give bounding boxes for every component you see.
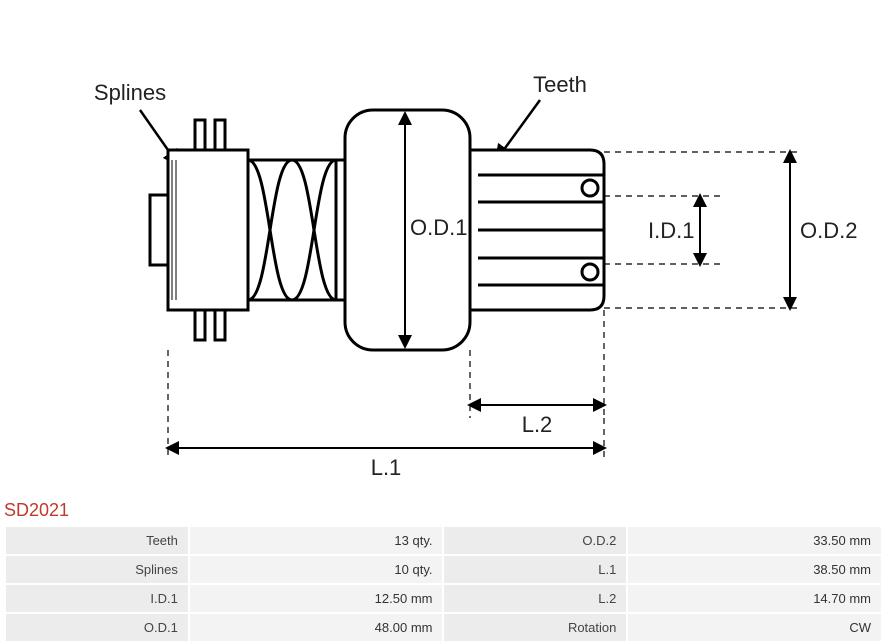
spec-value: 38.50 mm [628, 556, 881, 583]
spec-value: 48.00 mm [190, 614, 443, 641]
id1-label: I.D.1 [648, 218, 694, 243]
spec-key: L.2 [444, 585, 626, 612]
spec-value: CW [628, 614, 881, 641]
technical-diagram: Splines Teeth [0, 0, 889, 500]
spec-value: 10 qty. [190, 556, 443, 583]
table-row: O.D.148.00 mmRotationCW [6, 614, 881, 641]
spec-key: L.1 [444, 556, 626, 583]
table-row: I.D.112.50 mmL.214.70 mm [6, 585, 881, 612]
page: Splines Teeth [0, 0, 889, 643]
table-row: Teeth13 qty.O.D.233.50 mm [6, 527, 881, 554]
part-code: SD2021 [0, 500, 889, 525]
l2-label: L.2 [522, 412, 553, 437]
od1-label: O.D.1 [410, 215, 467, 240]
spec-key: Teeth [6, 527, 188, 554]
l1-label: L.1 [371, 455, 402, 480]
spec-value: 33.50 mm [628, 527, 881, 554]
spec-key: I.D.1 [6, 585, 188, 612]
spec-table: Teeth13 qty.O.D.233.50 mmSplines10 qty.L… [4, 525, 883, 643]
spec-value: 12.50 mm [190, 585, 443, 612]
spec-value: 13 qty. [190, 527, 443, 554]
od2-label: O.D.2 [800, 218, 857, 243]
spec-key: Rotation [444, 614, 626, 641]
spec-key: O.D.2 [444, 527, 626, 554]
spec-key: Splines [6, 556, 188, 583]
spec-key: O.D.1 [6, 614, 188, 641]
spec-value: 14.70 mm [628, 585, 881, 612]
teeth-label: Teeth [533, 72, 587, 97]
splines-label: Splines [94, 80, 166, 105]
table-row: Splines10 qty.L.138.50 mm [6, 556, 881, 583]
